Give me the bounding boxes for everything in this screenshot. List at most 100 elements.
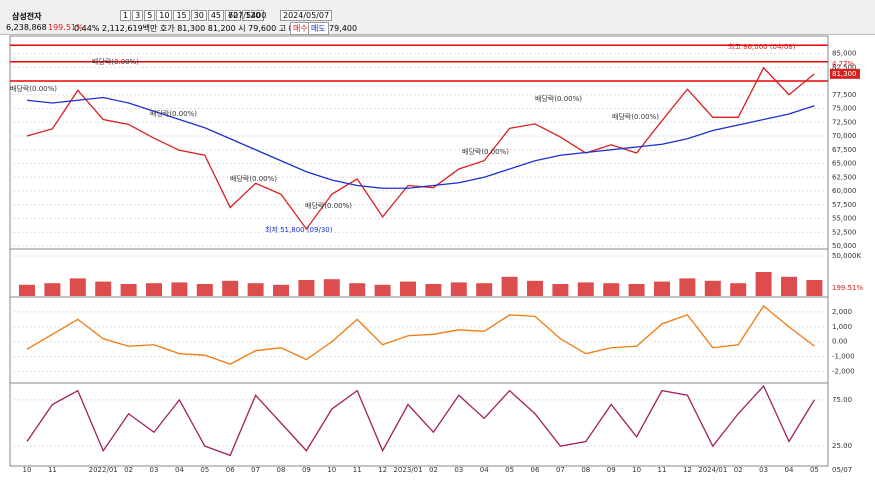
ratio: 199.51% (48, 23, 84, 32)
chart: 50,000 52,500 55,000 57,500 60,000 62,500 65,0… (9, 35, 863, 474)
volume-bar (374, 284, 391, 296)
y-tick-label: 70,000 (832, 132, 857, 140)
x-tick-label: 07 (556, 466, 565, 474)
annotation: 배당락(0.00%) (305, 201, 352, 210)
volume-bar (577, 282, 594, 296)
sell-button[interactable]: 매도 (308, 22, 329, 35)
date-input[interactable]: 2024/05/07 (280, 10, 333, 21)
annotation: 배당락(0.00%) (230, 174, 277, 183)
annotation: 배당락(0.00%) (462, 147, 509, 156)
y-tick-label: 50,000K (832, 252, 861, 260)
x-tick-label: 07 (251, 466, 260, 474)
y-tick-label: 65,000 (832, 160, 857, 168)
volume-bar (501, 276, 518, 296)
x-tick-label: 06 (531, 466, 540, 474)
volume-bar (450, 282, 467, 296)
volume-bar (247, 283, 264, 296)
volume-text: 6,238,868 (6, 23, 47, 32)
x-tick-label: 04 (785, 466, 794, 474)
y-tick-label: 57,500 (832, 201, 857, 209)
period-button[interactable]: 1 (120, 10, 132, 21)
x-tick-label: 11 (658, 466, 667, 474)
period-button[interactable]: 30 (190, 10, 207, 21)
volume-bar (806, 280, 823, 296)
x-tick-label: 10 (23, 466, 32, 474)
y-tick-label: -1,000 (832, 353, 855, 361)
y-tick-label: 60,000 (832, 187, 857, 195)
price-line (26, 96, 815, 189)
x-tick-label: 10 (327, 466, 336, 474)
volume-bar (69, 278, 86, 296)
volume-bar (704, 280, 721, 296)
volume-bar (95, 281, 112, 296)
period-buttons: 1 3 5 10 15 30 45 60 120 (120, 10, 265, 21)
volume-bar (654, 281, 670, 296)
y-tick-label: 0.00 (832, 338, 848, 346)
volume-bar (781, 276, 797, 296)
period-button[interactable]: 45 (207, 10, 225, 21)
y-tick-label: 77,500 (832, 91, 857, 99)
x-tick-label: 2023/01 (393, 466, 422, 474)
price-tag-box (830, 68, 860, 79)
volume-bar (196, 284, 213, 296)
volume-bar (120, 284, 137, 296)
y-tick-label: 1,000 (832, 323, 852, 331)
period-button[interactable]: 120 (242, 10, 264, 21)
volume-bar (298, 280, 315, 296)
volume-bar (400, 281, 416, 296)
volume-bar (323, 279, 340, 296)
x-tick-label: 08 (277, 466, 286, 474)
annotation: 최저 51,800 (09/30) (265, 225, 333, 234)
period-button[interactable]: 60 (225, 10, 242, 21)
x-tick-label: 03 (759, 466, 768, 474)
period-button[interactable]: 3 (132, 10, 144, 21)
x-tick-label: 2022/01 (89, 466, 118, 474)
volume-bar (476, 283, 493, 296)
indicator-line (26, 305, 815, 365)
period-button[interactable]: 5 (144, 10, 156, 21)
count: 727/5400 (228, 11, 267, 20)
toolbar: 삼성전자 1 3 5 10 15 30 45 60 120 727/5400 2024/05/0… (0, 0, 875, 35)
y-tick-label: 82,500 (832, 63, 857, 71)
frame (9, 35, 829, 467)
volume-bar (349, 283, 366, 296)
volume-bar (273, 284, 289, 296)
price-tag: 81,300 (832, 70, 857, 78)
volume-bar (552, 284, 569, 296)
y-tick-label: 55,000 (832, 215, 857, 223)
x-tick-label: 10 (632, 466, 641, 474)
indicator-line (26, 384, 815, 457)
period-button[interactable]: 10 (156, 10, 173, 21)
x-tick-label: 12 (378, 466, 387, 474)
annotation: 최고 86,000 (04/08) (728, 42, 796, 51)
y-tick-label: 67,500 (832, 146, 857, 154)
change-label: 4.77% (832, 60, 855, 68)
x-tick-label: 04 (480, 466, 489, 474)
annotation: 배당락(0.00%) (10, 84, 57, 93)
volume-bar (628, 284, 645, 296)
x-tick-label: 02 (734, 466, 743, 474)
volume-bar (425, 284, 442, 296)
x-tick-label: 03 (454, 466, 463, 474)
y-tick-label: 72,500 (832, 118, 857, 126)
x-tick-label: 02 (429, 466, 438, 474)
y-tick-label: 75.00 (832, 396, 852, 404)
x-tick-label: 12 (683, 466, 692, 474)
x-tick-label: 06 (226, 466, 235, 474)
annotation: 배당락(0.00%) (612, 112, 659, 121)
cursor-date: 05/07 (832, 466, 852, 474)
volume-bar (730, 283, 747, 296)
period-button[interactable]: 15 (173, 10, 190, 21)
volume-bar (44, 283, 61, 296)
stock-name[interactable]: 삼성전자 (12, 12, 42, 21)
y-tick-label: 2,000 (832, 308, 852, 316)
x-tick-label: 03 (150, 466, 159, 474)
y-tick-label: 25.00 (832, 442, 852, 450)
y-tick-label: 52,500 (832, 228, 857, 236)
y-tick-label: 85,000 (832, 50, 857, 58)
x-tick-label: 2024/01 (698, 466, 727, 474)
x-tick-label: 04 (175, 466, 184, 474)
y-tick-label: 50,000 (832, 242, 857, 250)
volume-tag: 199.51% (832, 284, 863, 292)
